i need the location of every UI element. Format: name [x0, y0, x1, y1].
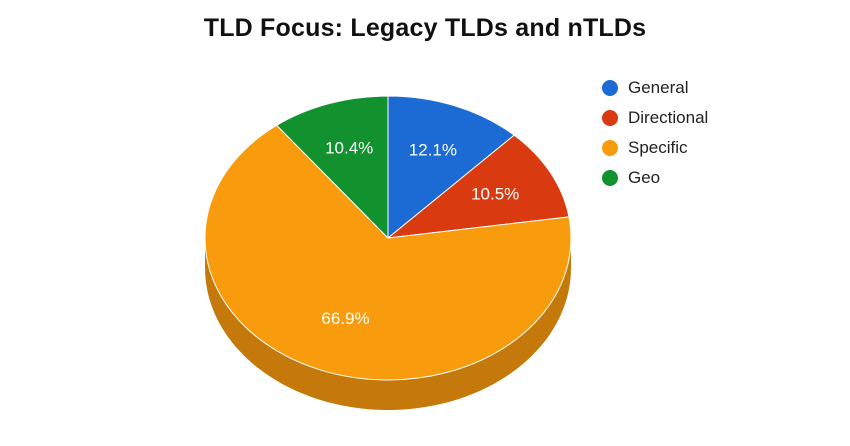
legend-item-geo[interactable]: Geo [602, 163, 708, 193]
legend-swatch-general [602, 80, 618, 96]
slice-label-general: 12.1% [409, 140, 457, 159]
pie-slice-general[interactable] [387, 95, 515, 239]
legend-item-specific[interactable]: Specific [602, 133, 708, 163]
pie-slice-geo[interactable] [276, 95, 389, 239]
legend-swatch-specific [602, 140, 618, 156]
legend: General Directional Specific Geo [602, 73, 708, 193]
legend-item-general[interactable]: General [602, 73, 708, 103]
legend-label-directional: Directional [628, 108, 709, 127]
slice-label-geo: 10.4% [325, 139, 373, 158]
pie-top-layer [204, 95, 572, 381]
slice-label-specific: 66.9% [321, 309, 369, 328]
legend-swatch-directional [602, 110, 618, 126]
chart-title: TLD Focus: Legacy TLDs and nTLDs [203, 14, 647, 42]
pie-slice-directional[interactable] [387, 134, 570, 239]
pie-side-layer [205, 238, 571, 410]
pie-slice-specific[interactable] [204, 124, 572, 381]
pie-labels-layer: 12.1% 10.5% 66.9% 10.4% [321, 139, 519, 328]
slice-label-directional: 10.5% [471, 184, 519, 203]
legend-label-general: General [628, 78, 689, 97]
legend-label-specific: Specific [628, 138, 688, 157]
legend-swatch-geo [602, 170, 618, 186]
legend-item-directional[interactable]: Directional [602, 103, 708, 133]
pie-side-specific [205, 238, 571, 410]
legend-label-geo: Geo [628, 168, 661, 187]
